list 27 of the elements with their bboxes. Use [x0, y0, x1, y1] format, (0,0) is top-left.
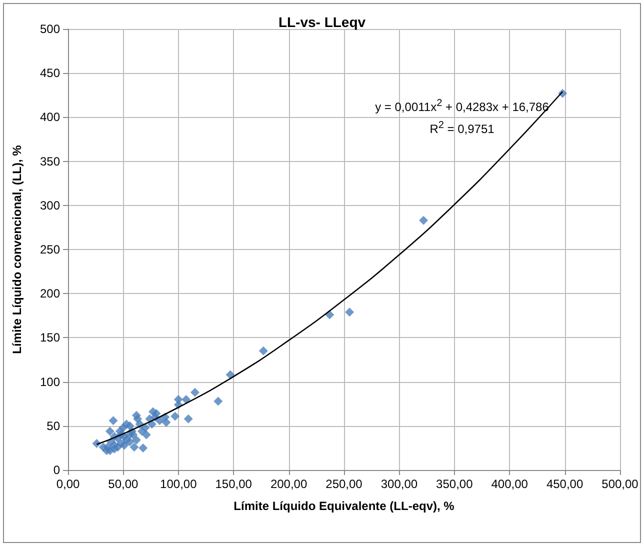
x-tick-label: 400,00	[491, 477, 528, 491]
chart-title: LL-vs- LLeqv	[278, 14, 366, 30]
annotation: y = 0,0011x$^{2}$ + 0,4283x + 16,786	[375, 98, 549, 114]
x-tick-label: 250,00	[326, 477, 363, 491]
y-tick-label: 0	[53, 463, 60, 477]
x-tick-label: 50,00	[108, 477, 139, 491]
x-tick-label: 450,00	[546, 477, 584, 491]
x-tick-label: 300,00	[380, 477, 418, 491]
x-tick-label: 0,00	[56, 477, 80, 491]
y-tick-label: 250	[40, 242, 60, 256]
x-axis-title: Límite Líquido Equivalente (LL-eqv), %	[234, 499, 455, 513]
x-tick-label: 150,00	[215, 477, 252, 491]
x-tick-label: 200,00	[270, 477, 308, 491]
y-axis-title: Límite Líquido convencional, (LL), %	[10, 144, 24, 354]
x-tick-label: 500,00	[602, 477, 639, 491]
x-tick-label: 100,00	[160, 477, 198, 491]
y-tick-label: 200	[40, 286, 60, 301]
y-tick-label: 350	[40, 154, 60, 168]
y-tick-label: 450	[40, 66, 60, 80]
y-tick-label: 300	[40, 198, 60, 212]
annotation: R$^{2}$ = 0,9751	[430, 120, 494, 136]
y-tick-label: 150	[40, 330, 60, 345]
y-tick-label: 100	[40, 374, 60, 389]
y-tick-label: 50	[46, 418, 60, 433]
x-tick-label: 350,00	[436, 477, 474, 491]
y-tick-label: 500	[40, 22, 60, 36]
y-tick-label: 400	[40, 110, 60, 124]
